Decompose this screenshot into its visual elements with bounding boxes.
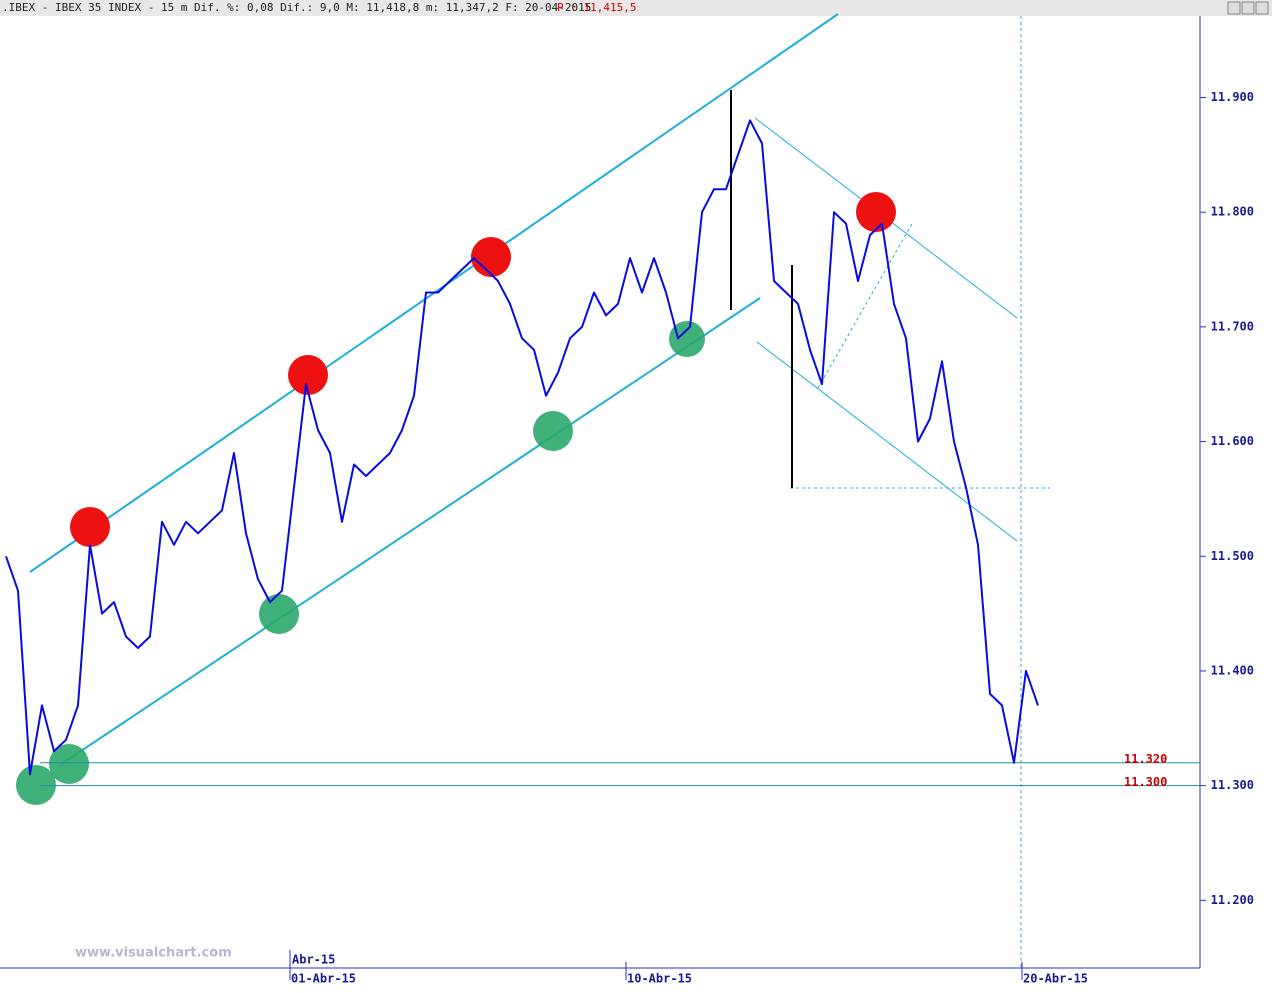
month-label: Abr-15 — [292, 953, 335, 967]
top-marker — [856, 192, 896, 232]
x-tick-label: 20-Abr-15 — [1023, 972, 1088, 986]
bottom-marker — [259, 594, 299, 634]
top-marker — [70, 507, 110, 547]
y-tick-label: 11.400 — [1211, 663, 1254, 677]
y-tick-label: 11.600 — [1211, 434, 1254, 448]
watermark: www.visualchart.com — [75, 946, 232, 961]
bottom-marker — [49, 744, 89, 784]
bottom-marker — [16, 765, 56, 805]
window-buttons[interactable] — [1227, 1, 1269, 15]
chart-title: .IBEX - IBEX 35 INDEX - 15 m Dif. %: 0,0… — [2, 1, 591, 14]
y-tick-label: 11.700 — [1211, 319, 1254, 333]
channel-bottom — [59, 297, 761, 766]
close-button[interactable] — [1255, 1, 1269, 15]
price-line — [5, 119, 1039, 776]
x-tick-label: 01-Abr-15 — [291, 972, 356, 986]
drawings — [16, 13, 1050, 805]
maximize-button[interactable] — [1241, 1, 1255, 15]
y-tick-label: 11.800 — [1211, 205, 1254, 219]
bottom-marker — [533, 411, 573, 451]
last-price: P : 11,415,5 — [557, 1, 636, 14]
y-tick-label: 11.300 — [1211, 778, 1254, 792]
down-channel-bottom — [756, 341, 1018, 542]
level-label: 11.300 — [1124, 775, 1167, 789]
top-marker — [288, 355, 328, 395]
header-bar — [0, 0, 1272, 16]
top-marker — [471, 237, 511, 277]
x-tick-label: 10-Abr-15 — [627, 972, 692, 986]
y-tick-label: 11.200 — [1211, 893, 1254, 907]
y-tick-label: 11.900 — [1211, 90, 1254, 104]
dashed-trend — [817, 221, 914, 389]
bottom-marker — [669, 321, 705, 357]
level-label: 11.320 — [1124, 752, 1167, 766]
y-tick-label: 11.500 — [1211, 549, 1254, 563]
minimize-button[interactable] — [1227, 1, 1241, 15]
